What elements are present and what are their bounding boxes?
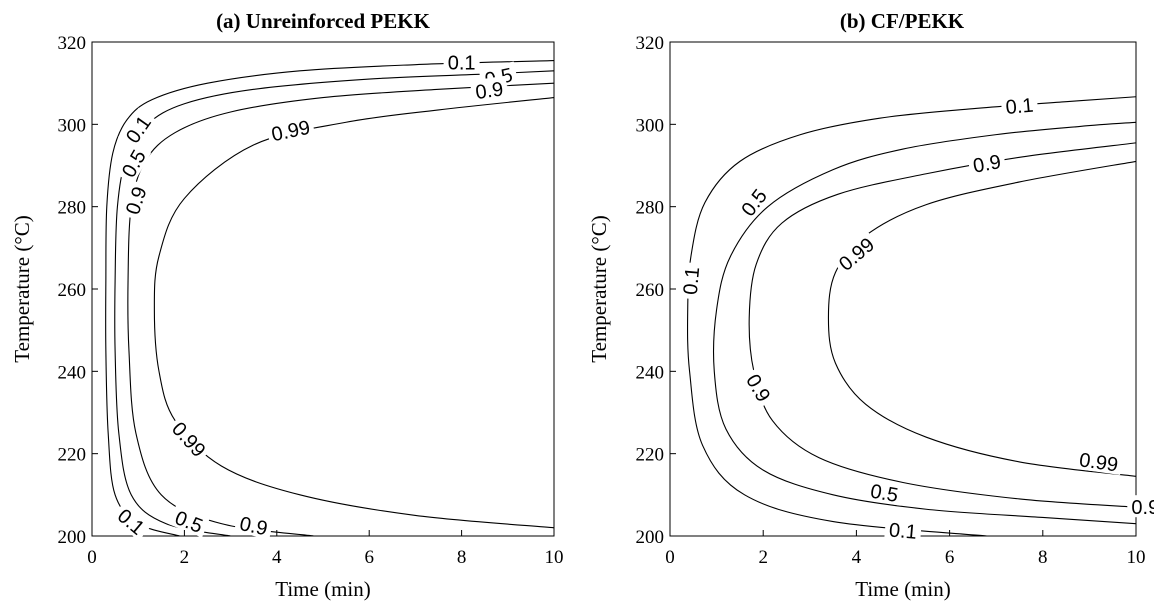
contour-label-text: 0.5 (869, 481, 900, 507)
y-tick-label: 240 (58, 362, 87, 383)
x-tick-label: 8 (1038, 547, 1048, 568)
y-tick-label: 220 (636, 445, 665, 466)
panel-b-x-axis-label: Time (min) (855, 577, 950, 601)
y-tick-label: 320 (58, 33, 87, 54)
panel-b-frame (669, 41, 1137, 537)
contour-line-0_1 (105, 59, 554, 536)
panel-b-title: (b) CF/PEKK (840, 9, 965, 33)
panel-b-contours (686, 96, 1136, 536)
panel-b-y-axis-label: Temperature (°C) (587, 215, 611, 362)
panel-a-x-axis-label: Time (min) (275, 577, 370, 601)
x-tick-label: 2 (758, 547, 768, 568)
panel-a-title: (a) Unreinforced PEKK (216, 9, 431, 33)
panel-a-contour-labels: 0.10.50.90.990.10.50.90.990.10.50.9 (111, 50, 519, 541)
x-tick-label: 0 (87, 547, 97, 568)
contour-label-halo (118, 107, 157, 150)
y-tick-label: 200 (636, 527, 665, 548)
y-tick-label: 280 (636, 198, 665, 219)
contour-label-halo (740, 366, 778, 409)
contour-label-text: 0.1 (1005, 95, 1035, 119)
x-tick-label: 0 (665, 547, 675, 568)
contour-label: 0.5 (864, 477, 905, 507)
y-tick-label: 240 (636, 362, 665, 383)
contour-label-halo (111, 500, 153, 541)
panel-b-x-ticks: 0 2 4 6 8 10 (665, 530, 1146, 568)
contour-label-halo (1127, 495, 1154, 518)
y-tick-label: 320 (636, 33, 665, 54)
contour-label-halo (234, 510, 274, 540)
contour-label-text: 0.9 (474, 78, 505, 104)
contour-label-halo (168, 503, 211, 538)
contour-label-halo (443, 50, 480, 73)
contour-label-text: 0.9 (971, 151, 1002, 177)
contour-label-text: 0.1 (680, 266, 704, 296)
contour-label-halo (733, 180, 773, 223)
contour-label: 0.9 (967, 148, 1007, 178)
contour-label-halo (831, 230, 881, 277)
x-tick-label: 4 (272, 547, 282, 568)
contour-label-halo (469, 75, 509, 103)
contour-label-halo (967, 148, 1007, 177)
contour-label-text: 0.1 (888, 519, 918, 543)
contour-line-0_1 (686, 96, 1136, 536)
x-tick-label: 10 (545, 547, 564, 568)
contour-label: 0.9 (1127, 495, 1154, 519)
contour-line-0_9 (748, 142, 1136, 508)
x-tick-label: 8 (457, 547, 467, 568)
contour-label: 0.99 (1074, 446, 1124, 476)
contour-label: 0.99 (831, 230, 881, 277)
contour-label-halo (864, 477, 905, 506)
panel-a-y-ticks: 200 220 240 260 280 300 320 (58, 33, 98, 548)
contour-label-text: 0.9 (1131, 497, 1154, 519)
y-tick-label: 300 (58, 115, 87, 136)
contour-label: 0.9 (118, 179, 152, 221)
contour-label: 0.1 (443, 50, 480, 75)
panel-b-y-ticks: 200 220 240 260 280 300 320 (636, 33, 676, 548)
contour-label-halo (1074, 446, 1124, 476)
x-tick-label: 2 (180, 547, 190, 568)
contour-label: 0.1 (1000, 92, 1039, 119)
contour-line-0_99 (153, 97, 554, 529)
x-tick-label: 10 (1127, 547, 1146, 568)
y-tick-label: 260 (636, 280, 665, 301)
contour-label-halo (884, 517, 922, 543)
y-tick-label: 260 (58, 280, 87, 301)
contour-label-halo (265, 113, 316, 146)
panel-a-x-ticks: 0 2 4 6 8 10 (87, 530, 564, 568)
contour-label: 0.1 (884, 517, 922, 544)
x-tick-label: 6 (364, 547, 374, 568)
panel-b-contour-labels: 0.10.50.90.990.10.90.990.50.90.1 (677, 92, 1154, 544)
y-tick-label: 300 (636, 115, 665, 136)
y-tick-label: 220 (58, 445, 87, 466)
contour-label-halo (1000, 92, 1039, 118)
contour-label-halo (114, 141, 152, 184)
contour-label-text: 0.1 (448, 53, 476, 75)
contour-line-0_99 (827, 160, 1136, 477)
panel-a-y-axis-label: Temperature (°C) (10, 215, 34, 362)
contour-line-0_5 (713, 121, 1136, 525)
contour-label-halo (118, 179, 151, 221)
contour-label-halo (166, 414, 214, 464)
contour-label-text: 0.99 (1078, 449, 1120, 476)
panel-a: (a) Unreinforced PEKK 0.10.50.90.990.10.… (10, 9, 564, 601)
x-tick-label: 6 (945, 547, 955, 568)
x-tick-label: 4 (852, 547, 862, 568)
contour-label: 0.9 (469, 75, 509, 104)
panel-a-frame (91, 41, 555, 537)
contour-label: 0.9 (234, 510, 274, 540)
y-tick-label: 280 (58, 198, 87, 219)
panel-b: (b) CF/PEKK 0.10.50.90.990.10.90.990.50.… (587, 9, 1154, 601)
contour-label: 0.1 (677, 261, 704, 300)
contour-label-halo (677, 261, 703, 300)
y-tick-label: 200 (58, 527, 87, 548)
